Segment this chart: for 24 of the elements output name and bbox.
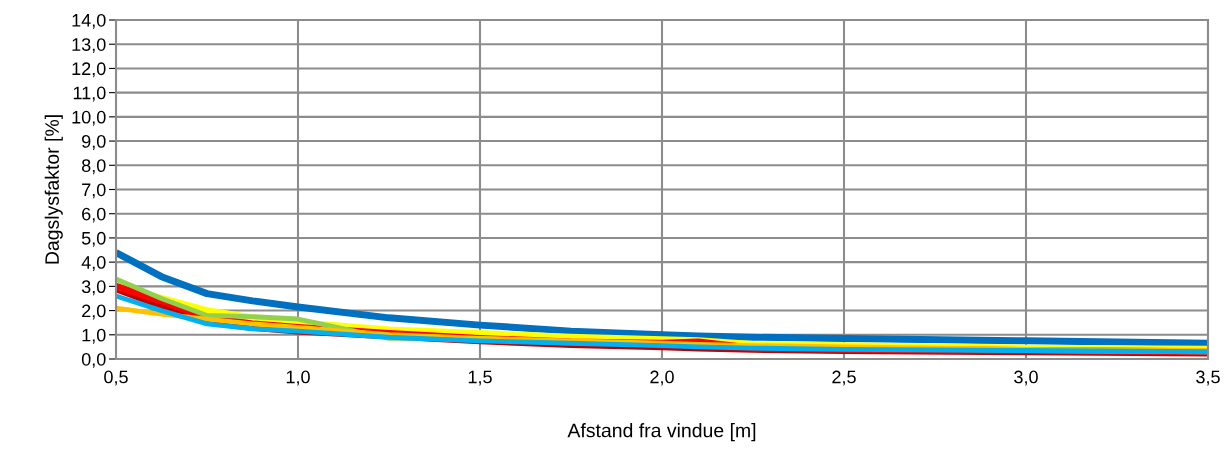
y-tick-label: 13,0 xyxy=(72,38,106,54)
y-tick-label: 10,0 xyxy=(72,110,106,126)
x-tick-label: 1,0 xyxy=(286,370,310,386)
y-tick-label: 6,0 xyxy=(82,207,106,223)
y-tick-label: 4,0 xyxy=(81,256,106,271)
x-tick-label: 3,0 xyxy=(1014,370,1038,386)
y-tick-label: 7,0 xyxy=(82,183,106,199)
y-tick-label: 8,0 xyxy=(81,159,106,175)
x-tick-label: 1,5 xyxy=(468,370,492,386)
x-tick-label: 2,5 xyxy=(832,370,856,386)
y-tick-label: 14,0 xyxy=(72,13,106,29)
x-tick-label: 3,5 xyxy=(1196,370,1220,386)
x-tick-label: 0,5 xyxy=(104,370,128,386)
y-tick-label: 5,0 xyxy=(81,231,106,247)
y-tick-label: 12,0 xyxy=(72,62,106,78)
y-tick-label: 0,0 xyxy=(81,352,106,368)
x-tick-label: 2,0 xyxy=(650,370,674,386)
y-tick-label: 9,0 xyxy=(82,135,106,150)
x-axis-title: Afstand fra vindue [m] xyxy=(567,423,756,442)
y-tick-label: 11,0 xyxy=(73,86,106,102)
y-tick-label: 2,0 xyxy=(82,304,106,320)
y-tick-label: 1,0 xyxy=(82,328,106,344)
y-tick-label: 3,0 xyxy=(81,280,106,296)
y-axis-title: Dagslysfaktor [%] xyxy=(44,115,63,264)
